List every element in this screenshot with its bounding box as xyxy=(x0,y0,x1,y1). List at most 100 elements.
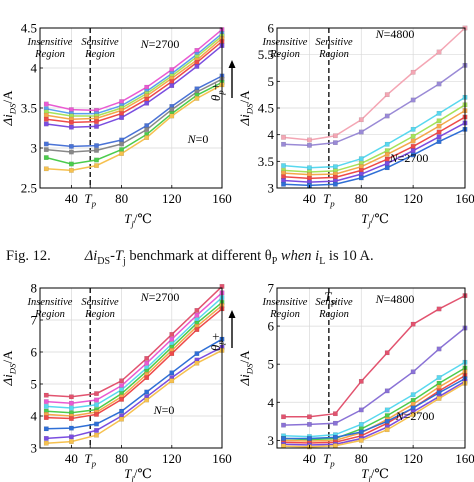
data-point xyxy=(384,418,390,424)
data-point xyxy=(43,155,49,160)
caption-sub-ds: DS xyxy=(97,255,111,267)
data-point xyxy=(281,134,286,140)
data-point xyxy=(410,152,416,158)
data-point xyxy=(281,163,286,168)
data-point xyxy=(169,67,175,72)
data-point xyxy=(307,165,312,171)
data-point xyxy=(436,110,442,116)
series-line xyxy=(46,37,223,120)
data-point xyxy=(144,100,150,106)
x-axis-label: Tj/℃ xyxy=(361,466,389,482)
data-point xyxy=(194,308,200,313)
data-point xyxy=(119,408,124,414)
data-point xyxy=(69,124,74,130)
data-point xyxy=(94,421,99,427)
data-point xyxy=(332,443,338,449)
series-line xyxy=(46,35,223,117)
x-tick-label: 80 xyxy=(355,191,368,206)
x-axis-label: Tj/℃ xyxy=(124,466,152,482)
data-point xyxy=(119,141,124,147)
x-tick-label: 40 xyxy=(65,191,78,206)
x-tick-label: 160 xyxy=(455,191,474,206)
series-annotation: N=2700 xyxy=(140,37,180,51)
x-axis-label: Tj/℃ xyxy=(361,211,389,229)
data-point xyxy=(384,388,390,394)
caption-mid: benchmark at different θ xyxy=(125,248,272,264)
y-axis-label: ΔiDS/A xyxy=(0,90,18,127)
y-tick-label: 6 xyxy=(268,21,275,36)
data-point xyxy=(43,116,49,122)
series-line xyxy=(283,294,466,418)
y-tick-label: 5 xyxy=(268,74,275,89)
x-tick-label: 160 xyxy=(455,451,474,466)
caption-when: when i xyxy=(277,248,320,264)
series-line xyxy=(283,116,466,180)
data-point xyxy=(358,129,364,135)
data-point xyxy=(94,402,99,408)
data-point xyxy=(43,166,49,172)
data-point xyxy=(358,117,364,123)
data-point xyxy=(358,429,364,435)
data-point xyxy=(436,81,442,87)
data-point xyxy=(307,436,312,441)
y-tick-label: 3 xyxy=(268,181,275,196)
x-tick-label: 120 xyxy=(403,191,423,206)
data-point xyxy=(436,375,442,380)
data-point xyxy=(43,112,49,118)
series-line xyxy=(46,285,223,398)
data-point xyxy=(194,327,200,332)
figure-13-row: 3 4 5 6 7 8 40 Tp 80 120 160 ΔiDS/A Tj/℃ Insensitive R… xyxy=(0,280,474,482)
data-point xyxy=(94,412,99,417)
region-label-line2: Region xyxy=(318,49,349,60)
data-point xyxy=(384,165,390,171)
data-point xyxy=(332,164,338,170)
data-point xyxy=(119,383,124,388)
data-point xyxy=(169,336,175,342)
data-point xyxy=(94,432,99,438)
x-tick-label: Tp xyxy=(323,191,335,209)
series-line xyxy=(46,301,223,414)
y-tick-label: 3 xyxy=(31,441,38,456)
y-tick-label: 4.5 xyxy=(21,21,37,36)
data-point xyxy=(69,405,74,411)
region-label-line1: Sensitive xyxy=(81,297,119,308)
data-point xyxy=(384,92,390,98)
data-point xyxy=(194,64,200,69)
data-point xyxy=(332,140,338,146)
data-point xyxy=(119,137,124,143)
data-point xyxy=(436,49,442,55)
region-label-line1: Insensitive xyxy=(262,297,308,308)
data-point xyxy=(43,141,49,147)
x-tick-label: 120 xyxy=(162,451,182,466)
data-point xyxy=(410,138,416,144)
x-tick-label: 40 xyxy=(303,451,316,466)
y-tick-label: 3 xyxy=(268,433,275,448)
series-line xyxy=(46,292,223,404)
data-point xyxy=(119,111,124,116)
data-point xyxy=(43,440,49,446)
series-line xyxy=(46,305,223,417)
data-point xyxy=(43,426,49,432)
region-label-line1: Sensitive xyxy=(81,37,119,48)
series-annotation: N=2700 xyxy=(395,409,435,423)
data-point xyxy=(169,113,175,119)
series-annotation: N=4800 xyxy=(375,292,415,306)
data-point xyxy=(281,181,286,187)
data-point xyxy=(384,152,390,157)
data-point xyxy=(169,370,175,376)
region-label-line1: Sensitive xyxy=(315,297,353,308)
data-point xyxy=(384,113,390,119)
series-annotation: N=2700 xyxy=(389,151,429,165)
data-point xyxy=(144,389,150,395)
series-line xyxy=(46,338,223,430)
x-tick-label: 160 xyxy=(212,451,232,466)
y-axis-label: ΔiDS/A xyxy=(0,350,18,387)
data-point xyxy=(69,434,74,440)
data-point xyxy=(194,360,200,366)
data-point xyxy=(436,129,442,135)
data-point xyxy=(119,147,124,152)
data-point xyxy=(43,101,49,107)
caption-tj: -T xyxy=(110,248,123,264)
data-point xyxy=(332,181,338,187)
data-point xyxy=(332,434,338,440)
